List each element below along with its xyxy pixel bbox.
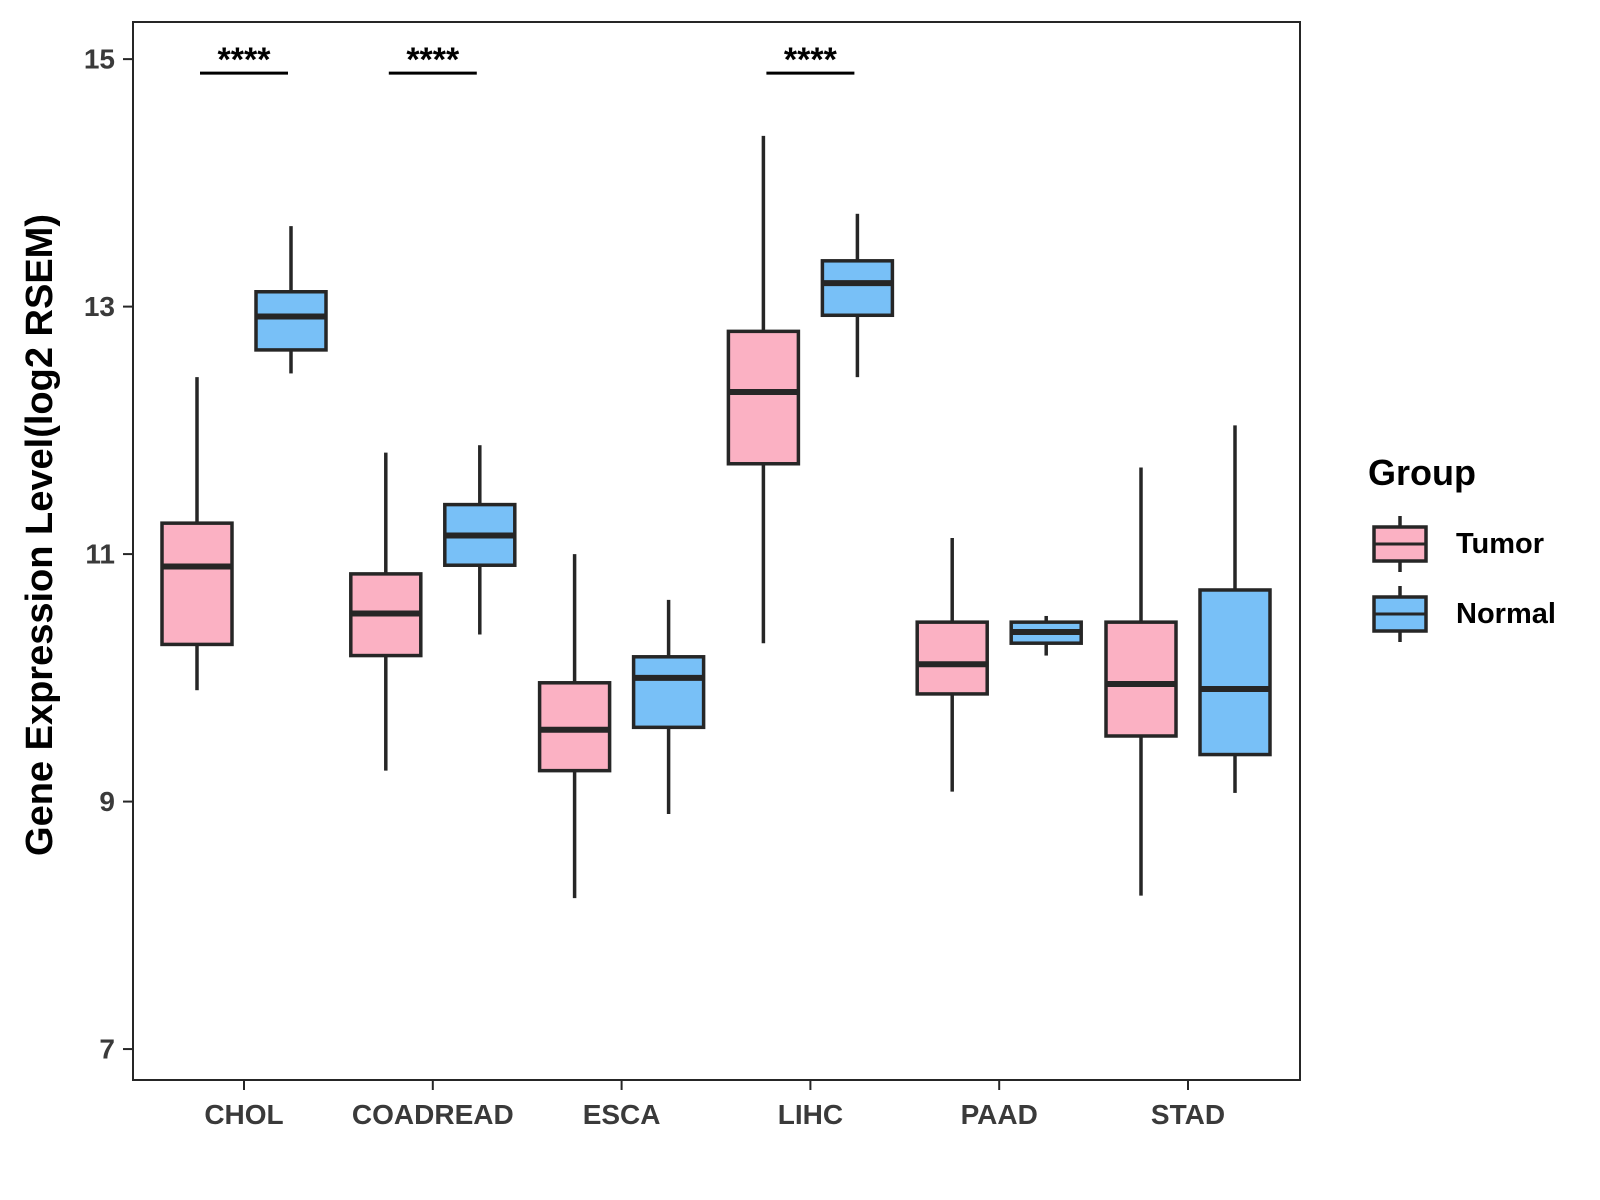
x-tick-label: LIHC bbox=[778, 1099, 843, 1130]
significance-label: **** bbox=[406, 41, 460, 79]
significance-label: **** bbox=[218, 41, 272, 79]
plot-panel-border bbox=[132, 21, 1301, 1081]
normal-box bbox=[631, 655, 706, 730]
tumor-box bbox=[537, 681, 612, 773]
tumor-box bbox=[915, 620, 989, 696]
normal-box bbox=[820, 259, 895, 318]
significance-label: **** bbox=[784, 41, 838, 79]
normal-box bbox=[1198, 588, 1272, 757]
x-tick-label: ESCA bbox=[583, 1099, 661, 1130]
x-tick-label: PAAD bbox=[961, 1099, 1038, 1130]
y-tick-label: 15 bbox=[84, 44, 115, 75]
legend-title: Group bbox=[1368, 452, 1476, 493]
y-tick-label: 7 bbox=[99, 1034, 115, 1065]
legend-label-normal: Normal bbox=[1456, 598, 1556, 630]
tumor-box bbox=[726, 329, 801, 466]
y-axis-title: Gene Expression Level(log2 RSEM) bbox=[19, 214, 61, 856]
normal-box bbox=[254, 290, 328, 352]
y-tick-label: 9 bbox=[99, 786, 115, 817]
tumor-box bbox=[1104, 620, 1178, 738]
x-tick-label: COADREAD bbox=[352, 1099, 514, 1130]
y-tick-label: 11 bbox=[85, 539, 115, 570]
x-tick-label: CHOL bbox=[204, 1099, 283, 1130]
x-tick-label: STAD bbox=[1151, 1099, 1225, 1130]
y-tick-label: 13 bbox=[84, 291, 115, 322]
legend-label-tumor: Tumor bbox=[1456, 528, 1544, 560]
tumor-box bbox=[160, 521, 234, 647]
